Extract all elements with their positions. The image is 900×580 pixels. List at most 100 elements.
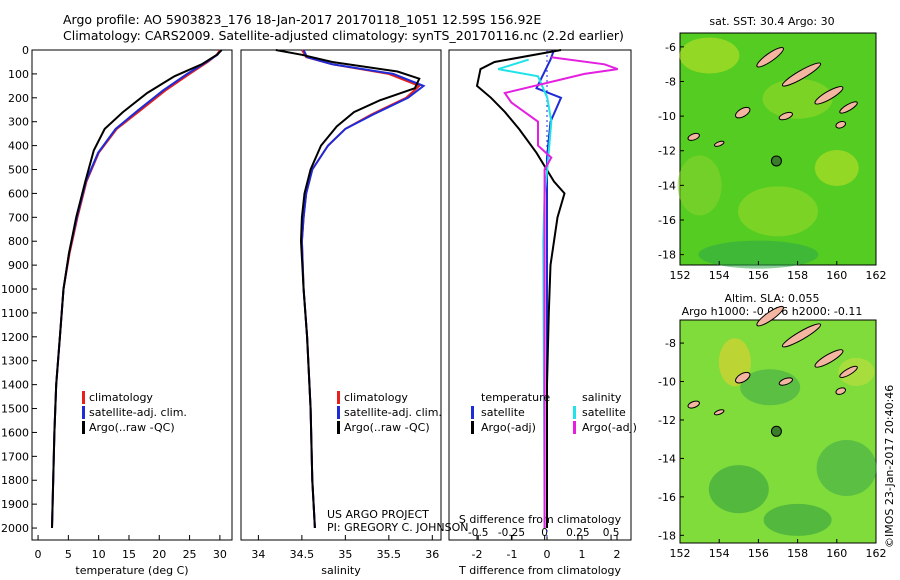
x-tick-label: 2 (614, 548, 621, 561)
map-y-tick-label: -14 (658, 179, 676, 192)
island-land (835, 387, 847, 395)
map-x-tick-label: 158 (787, 269, 808, 282)
s-tick-label: -0.5 (468, 527, 489, 539)
s-tick-label: -0.25 (498, 527, 525, 539)
y-tick-label: 1400 (1, 379, 29, 392)
y-tick-label: 1000 (1, 283, 29, 296)
island-land (756, 46, 784, 68)
island-land (814, 349, 844, 368)
s-tick-label: 0 (541, 527, 548, 539)
x-tick-label: 36 (425, 548, 439, 561)
y-tick-label: 700 (8, 211, 29, 224)
island-land (781, 323, 822, 348)
temperature-legend: climatology satellite-adj. clim. Argo(..… (82, 391, 187, 434)
map-y-tick-label: -10 (658, 376, 676, 389)
legend-salinity-header: salinity (582, 391, 622, 404)
map-anomaly (679, 37, 740, 74)
x-tick-label: 0 (35, 548, 42, 561)
x-axis-label: salinity (321, 564, 361, 577)
map-x-tick-label: 158 (787, 547, 808, 560)
figure-title-line2: Climatology: CARS2009. Satellite-adjuste… (63, 28, 624, 43)
y-tick-label: 800 (8, 235, 29, 248)
map-y-tick-label: -12 (658, 145, 676, 158)
island-land (781, 62, 822, 87)
island-land (814, 86, 844, 105)
project-credit: US ARGO PROJECT (327, 508, 429, 521)
float-position-marker (770, 425, 782, 437)
series-line (497, 58, 553, 529)
map-y-tick-label: -6 (665, 41, 676, 54)
s-tick-label: 0.25 (566, 527, 589, 539)
x-tick-label: 35.5 (377, 548, 402, 561)
legend-climatology: climatology (89, 391, 153, 404)
map-anomaly (814, 150, 859, 187)
series-line (535, 49, 563, 528)
temperature-panel: 0 5 10 15 20 25 300100200300400500600700800900… (1, 44, 233, 577)
island-land (839, 101, 858, 114)
plot-frame (448, 49, 632, 541)
legend-swatch-t-argo (471, 421, 474, 434)
map-y-tick-label: -8 (665, 337, 676, 350)
series-line (300, 49, 426, 529)
plot-frame (240, 49, 442, 541)
series-line (275, 49, 421, 529)
y-tick-label: 0 (22, 44, 29, 57)
island-land (778, 377, 793, 386)
x-tick-label: 0 (544, 548, 551, 561)
x-tick-label: -1 (507, 548, 518, 561)
legend-temperature-header: temperature (481, 391, 550, 404)
y-tick-label: 1100 (1, 307, 29, 320)
legend-swatch-climatology (82, 391, 85, 404)
legend-argo: Argo(..raw -QC) (89, 421, 175, 434)
x-tick-label: -2 (472, 548, 483, 561)
s-axis-label: S difference from climatology (459, 513, 622, 526)
map-x-tick-label: 160 (826, 269, 847, 282)
map-y-tick-label: -12 (658, 414, 676, 427)
x-axis-label: T difference from climatology (458, 564, 621, 577)
y-tick-label: 1900 (1, 498, 29, 511)
legend-swatch-satellite (337, 406, 340, 419)
y-tick-label: 1700 (1, 450, 29, 463)
pi-credit: PI: GREGORY C. JOHNSON (327, 521, 468, 534)
legend-climatology: climatology (344, 391, 408, 404)
y-tick-label: 2000 (1, 522, 29, 535)
x-tick-label: 34 (251, 548, 265, 561)
legend-swatch-satellite (82, 406, 85, 419)
s-tick-label: 0.5 (603, 527, 620, 539)
salinity-legend: climatology satellite-adj. clim. Argo(..… (337, 391, 442, 434)
island-land (713, 409, 725, 416)
x-tick-label: 35 (338, 548, 352, 561)
figure-title-line1: Argo profile: AO 5903823_176 18-Jan-2017… (63, 12, 541, 27)
map-anomaly (698, 240, 819, 269)
island-land (756, 305, 784, 327)
y-tick-label: 1200 (1, 331, 29, 344)
map-x-tick-label: 154 (709, 547, 730, 560)
island-land (839, 365, 858, 379)
legend-t-satellite: satellite (481, 406, 525, 419)
legend-swatch-t-satellite (471, 406, 474, 419)
map-x-tick-label: 162 (866, 269, 887, 282)
x-tick-label: 5 (65, 548, 72, 561)
map-y-tick-label: -10 (658, 110, 676, 123)
map-anomaly (762, 78, 833, 119)
legend-s-satellite: satellite (582, 406, 626, 419)
legend-argo: Argo(..raw -QC) (344, 421, 430, 434)
x-tick-label: 10 (92, 548, 106, 561)
map-y-tick-label: -16 (658, 214, 676, 227)
y-tick-label: 1600 (1, 426, 29, 439)
x-tick-label: 1 (579, 548, 586, 561)
island-land (778, 111, 793, 121)
legend-swatch-s-satellite (573, 406, 576, 419)
island-land (713, 140, 725, 147)
map-anomaly (738, 186, 818, 237)
series-line (51, 49, 223, 529)
x-axis-label: temperature (deg C) (75, 564, 188, 577)
series-line (51, 49, 222, 529)
legend-t-argo: Argo(-adj) (481, 421, 536, 434)
salinity-panel: 34 34.5 35 35.5 36 salinity (240, 49, 442, 577)
map-y-tick-label: -14 (658, 452, 676, 465)
float-position-marker (770, 155, 782, 167)
series-line (51, 49, 221, 529)
legend-s-argo: Argo(-adj) (582, 421, 637, 434)
